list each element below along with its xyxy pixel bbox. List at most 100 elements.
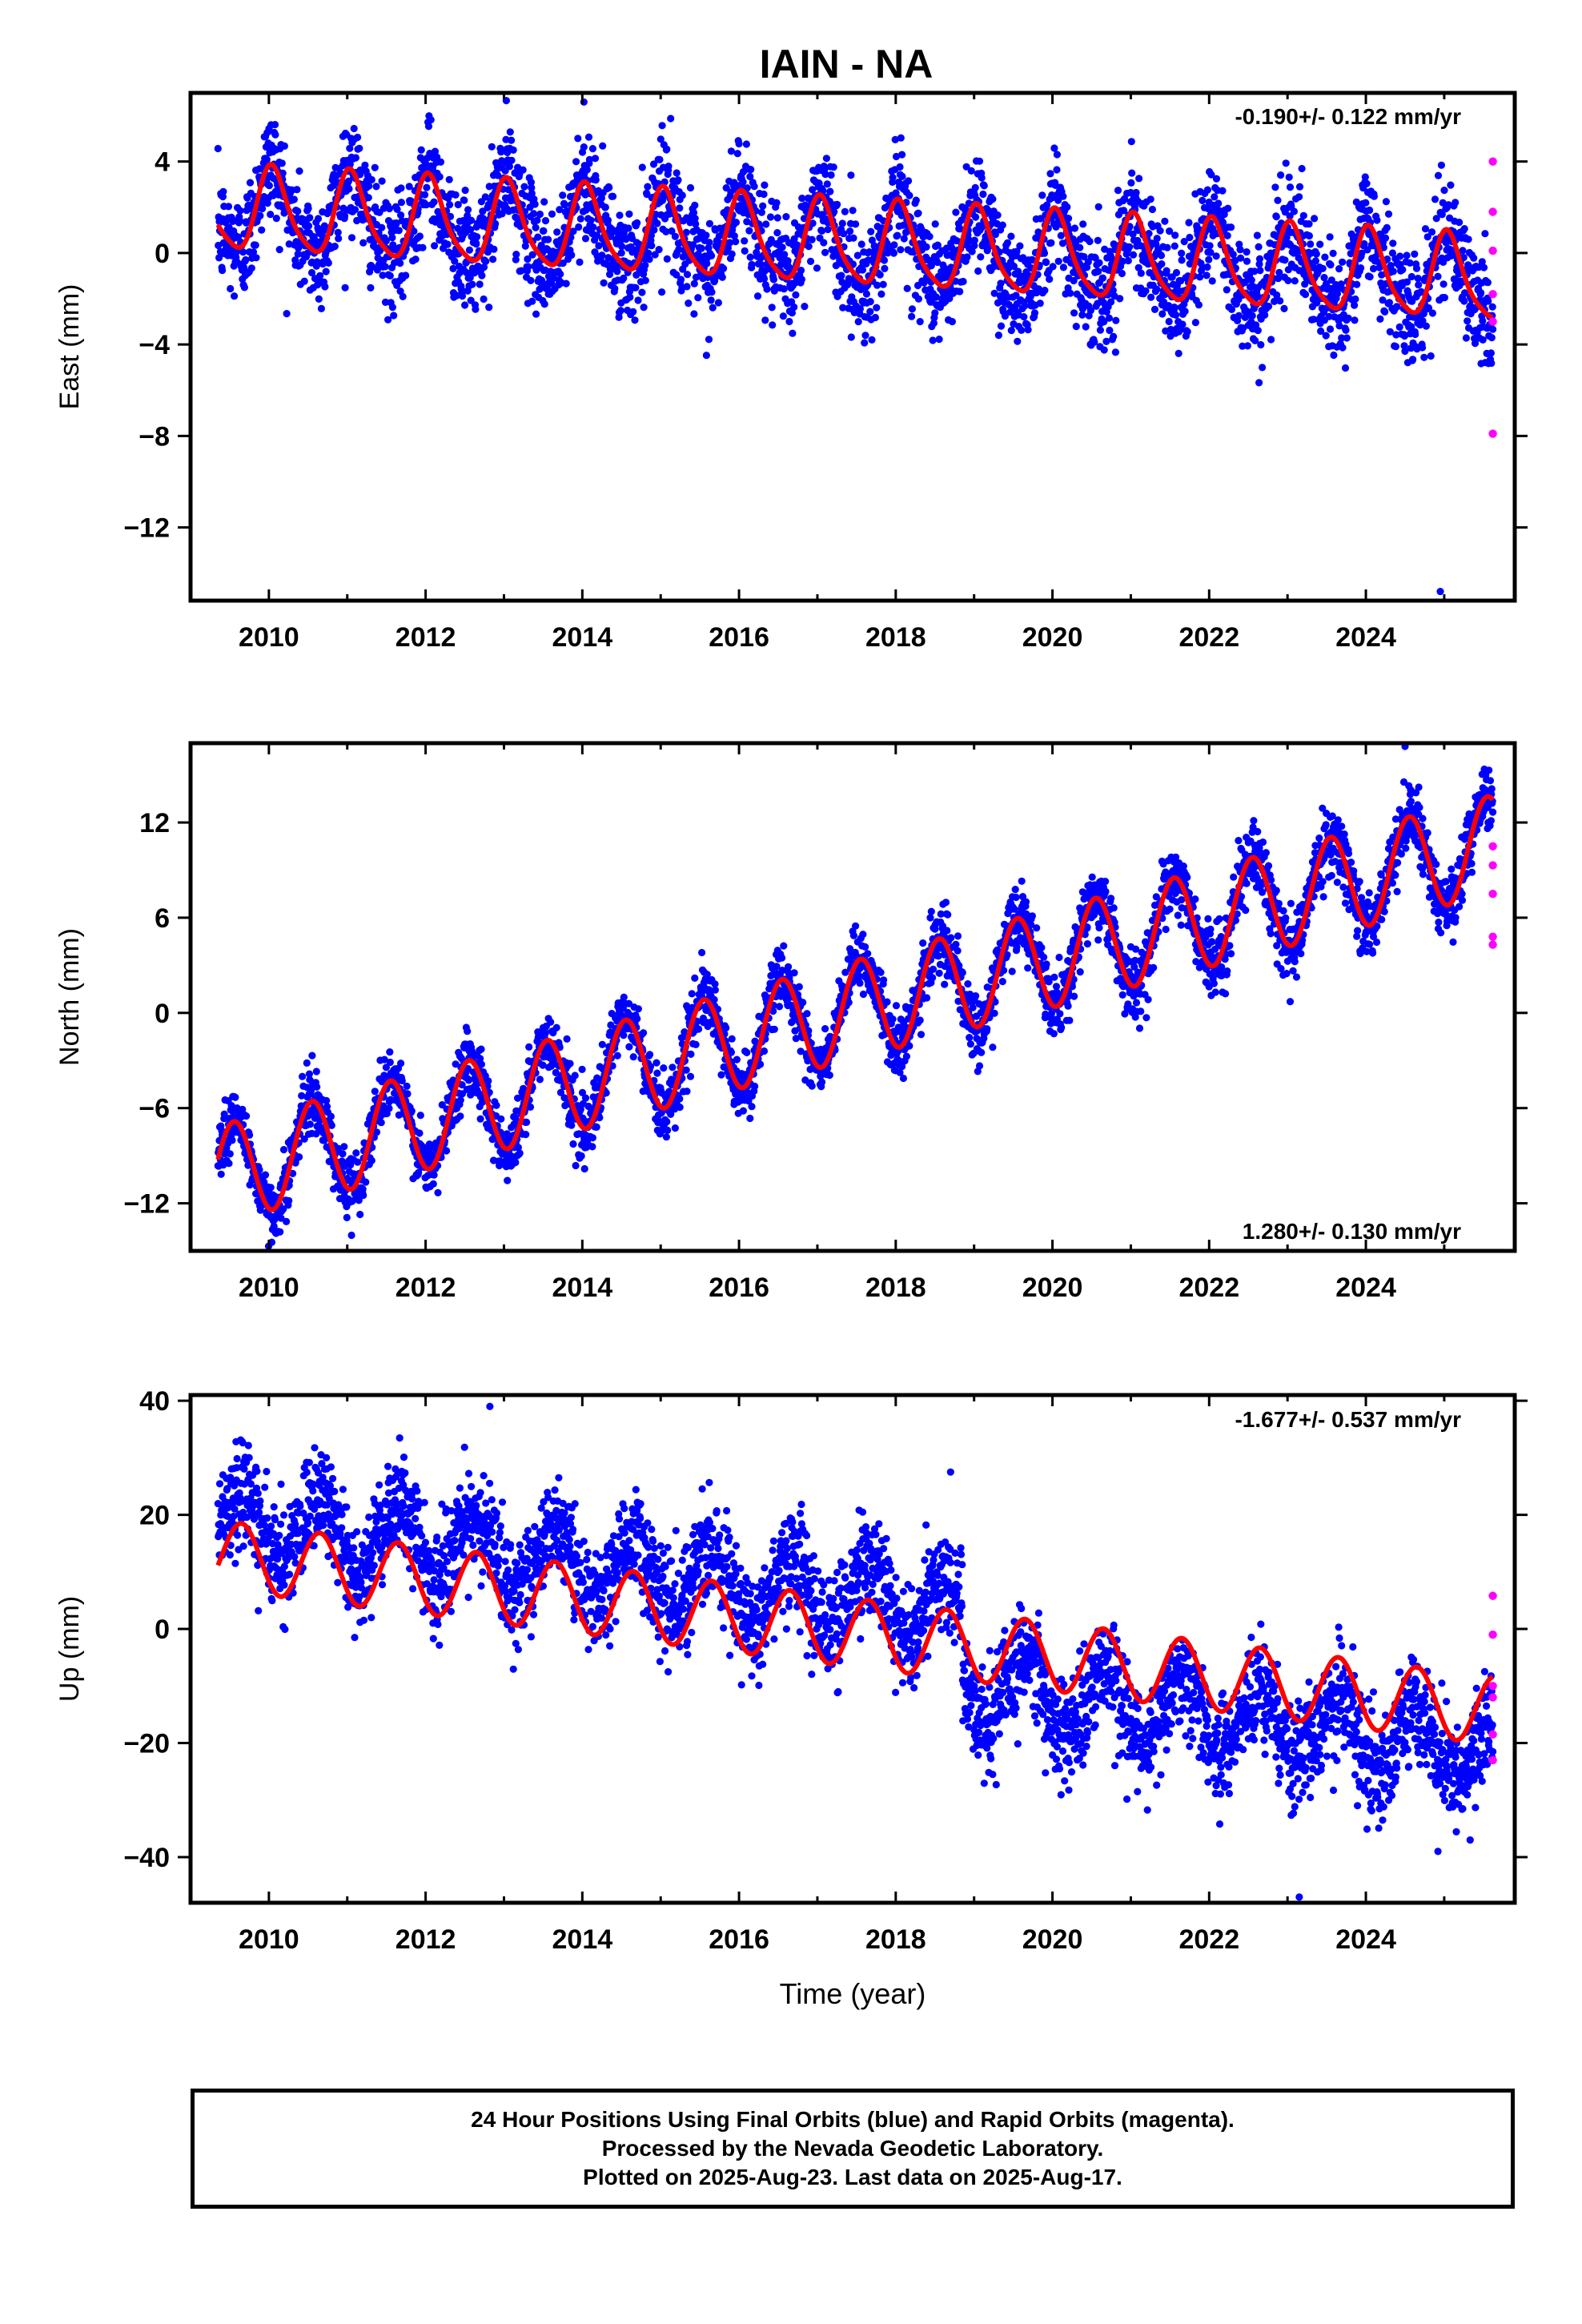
- east-point: [873, 281, 881, 289]
- east-point: [926, 232, 934, 240]
- east-point: [367, 283, 375, 292]
- east-point: [291, 256, 299, 264]
- north-point: [613, 1051, 621, 1059]
- east-point: [1186, 233, 1194, 242]
- east-point: [1462, 334, 1470, 342]
- east-point: [568, 251, 576, 259]
- east-point: [1199, 196, 1207, 204]
- east-point: [1489, 325, 1497, 333]
- east-point: [1243, 342, 1251, 350]
- east-point: [381, 263, 389, 271]
- east-point: [396, 259, 404, 267]
- east-point: [1488, 359, 1496, 368]
- east-point: [587, 216, 595, 224]
- east-point: [952, 208, 960, 216]
- east-point: [853, 251, 861, 259]
- east-point: [891, 135, 899, 143]
- figure-title: IAIN - NA: [760, 42, 934, 86]
- north-point: [456, 1096, 464, 1104]
- north-point: [456, 1112, 464, 1120]
- east-point: [1434, 171, 1443, 179]
- east-point: [867, 227, 875, 235]
- east-point: [1488, 303, 1496, 311]
- east-point: [584, 133, 593, 141]
- east-point: [214, 144, 222, 153]
- north-point: [226, 1150, 234, 1158]
- east-point: [896, 163, 904, 171]
- east-point: [1361, 173, 1369, 181]
- east-x-tick-label: 2012: [396, 622, 456, 653]
- east-point: [251, 241, 259, 249]
- east-point: [691, 215, 699, 223]
- east-point: [975, 157, 984, 165]
- east-point: [416, 232, 424, 240]
- east-point: [857, 240, 865, 248]
- north-point: [522, 1131, 530, 1139]
- east-point: [480, 215, 488, 223]
- east-point: [997, 279, 1005, 287]
- east-point: [395, 227, 403, 235]
- east-x-tick-label: 2010: [239, 622, 299, 653]
- east-point: [746, 253, 754, 261]
- east-point: [1148, 205, 1156, 214]
- east-point: [259, 204, 267, 213]
- east-point: [1341, 364, 1350, 372]
- east-point: [746, 172, 754, 181]
- east-point: [978, 174, 986, 182]
- east-point: [536, 210, 544, 219]
- east-point: [1227, 223, 1235, 231]
- east-point: [778, 243, 786, 251]
- east-point: [468, 216, 476, 224]
- east-point: [1381, 234, 1390, 242]
- east-point: [364, 194, 372, 202]
- north-point: [362, 1178, 370, 1186]
- east-point: [279, 169, 287, 177]
- east-point: [632, 283, 640, 292]
- east-point: [235, 216, 243, 224]
- east-point: [690, 310, 698, 318]
- east-point: [1142, 287, 1150, 295]
- east-ylabel: East (mm): [54, 284, 85, 410]
- east-point: [605, 183, 613, 191]
- east-point: [1299, 211, 1307, 219]
- east-point: [773, 214, 781, 222]
- north-point: [563, 1035, 571, 1043]
- east-point: [508, 136, 516, 144]
- east-x-tick-label: 2018: [865, 622, 926, 653]
- north-point: [523, 1118, 531, 1126]
- east-point: [727, 147, 736, 155]
- east-point: [733, 150, 741, 158]
- east-point: [633, 219, 641, 227]
- east-point: [430, 198, 438, 206]
- east-point: [649, 160, 658, 168]
- north-point: [633, 1015, 641, 1023]
- east-point: [1116, 295, 1124, 303]
- east-point: [307, 268, 316, 277]
- east-point: [1439, 280, 1447, 288]
- east-point: [600, 279, 608, 287]
- east-point: [321, 283, 329, 291]
- north-point: [261, 1171, 270, 1179]
- north-point: [653, 1069, 661, 1077]
- east-point: [494, 171, 502, 179]
- east-rapid-point: [1488, 290, 1497, 299]
- east-point: [1259, 364, 1267, 372]
- east-rapid-point: [1488, 157, 1497, 166]
- north-point: [347, 1231, 355, 1240]
- east-point: [382, 237, 390, 245]
- east-point: [1195, 301, 1203, 309]
- east-point: [1174, 349, 1182, 357]
- east-point: [593, 231, 601, 239]
- east-point: [702, 231, 710, 239]
- north-point: [371, 1088, 379, 1096]
- east-point: [916, 318, 924, 326]
- east-point: [1205, 255, 1213, 263]
- east-point: [1110, 332, 1118, 340]
- east-point: [673, 271, 681, 279]
- east-point: [1322, 332, 1330, 340]
- east-point: [537, 241, 545, 249]
- east-point: [720, 264, 728, 272]
- east-point: [821, 248, 829, 256]
- east-point: [892, 152, 901, 161]
- east-point: [789, 329, 797, 337]
